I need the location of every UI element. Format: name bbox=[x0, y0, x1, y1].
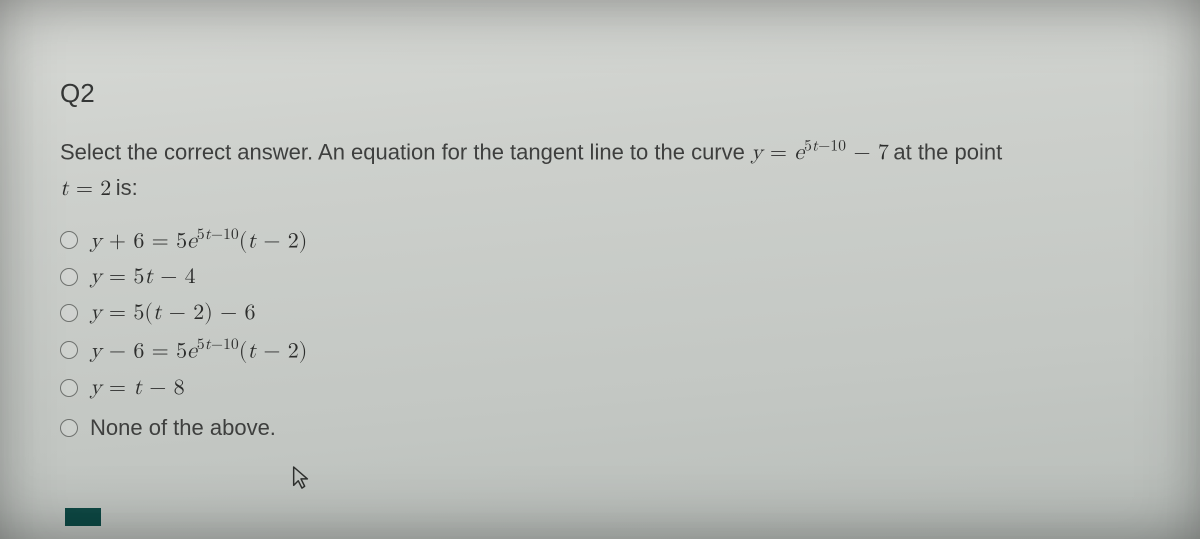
option-f[interactable]: None of the above. bbox=[60, 411, 1140, 445]
option-a[interactable]: y + 6 = 5e5t−10(t − 2) bbox=[60, 226, 1140, 254]
radio-icon[interactable] bbox=[60, 231, 78, 249]
radio-icon[interactable] bbox=[60, 341, 78, 359]
point-value: t = 2 bbox=[60, 175, 111, 200]
cursor-icon bbox=[290, 465, 312, 491]
radio-icon[interactable] bbox=[60, 304, 78, 322]
option-label: y = t − 8 bbox=[90, 375, 185, 401]
option-label: None of the above. bbox=[90, 411, 276, 445]
prompt-suffix: is: bbox=[116, 175, 138, 200]
progress-marker bbox=[65, 508, 101, 526]
option-label: y + 6 = 5e5t−10(t − 2) bbox=[90, 226, 307, 254]
question-prompt: Select the correct answer. An equation f… bbox=[60, 135, 1140, 206]
question-number: Q2 bbox=[60, 78, 1140, 109]
option-e[interactable]: y = t − 8 bbox=[60, 375, 1140, 401]
options-list: y + 6 = 5e5t−10(t − 2) y = 5t − 4 y = 5(… bbox=[60, 226, 1140, 445]
option-d[interactable]: y − 6 = 5e5t−10(t − 2) bbox=[60, 336, 1140, 364]
prompt-mid: at the point bbox=[893, 139, 1002, 164]
option-c[interactable]: y = 5(t − 2) − 6 bbox=[60, 300, 1140, 326]
question-block: Q2 Select the correct answer. An equatio… bbox=[0, 0, 1200, 445]
option-b[interactable]: y = 5t − 4 bbox=[60, 264, 1140, 290]
radio-icon[interactable] bbox=[60, 379, 78, 397]
option-label: y − 6 = 5e5t−10(t − 2) bbox=[90, 336, 307, 364]
radio-icon[interactable] bbox=[60, 419, 78, 437]
option-label: y = 5(t − 2) − 6 bbox=[90, 300, 255, 326]
curve-equation: y = e5t−10 − 7 bbox=[751, 139, 889, 164]
radio-icon[interactable] bbox=[60, 268, 78, 286]
prompt-prefix: Select the correct answer. An equation f… bbox=[60, 139, 751, 164]
option-label: y = 5t − 4 bbox=[90, 264, 196, 290]
